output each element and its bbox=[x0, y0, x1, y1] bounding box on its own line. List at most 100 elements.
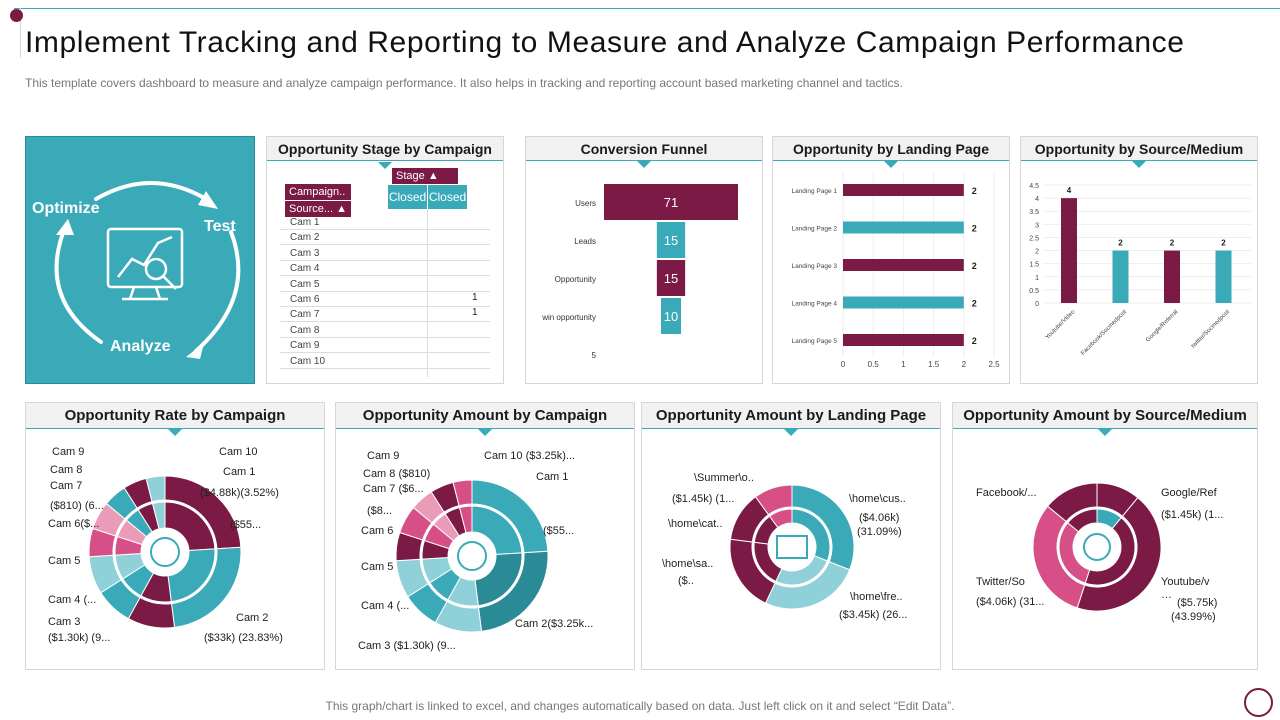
sourcepie-label: (43.99%) bbox=[1171, 611, 1216, 623]
funnel-value: 71 bbox=[664, 195, 678, 210]
rate-label: Cam 9 bbox=[52, 446, 84, 458]
source-tick: 3.5 bbox=[1029, 209, 1039, 216]
source-data-label: 2 bbox=[1170, 239, 1175, 248]
hero-tile: Optimize Test Analyze bbox=[25, 136, 255, 384]
sourcepie-label: … bbox=[1161, 589, 1172, 601]
sourcepie-label: Google/Ref bbox=[1161, 487, 1218, 499]
arrowhead-left bbox=[56, 219, 74, 235]
title-notch bbox=[1098, 429, 1112, 436]
pivot-row-divider bbox=[280, 367, 490, 369]
pivot-row-divider bbox=[280, 321, 490, 323]
rate-label: ($1.30k) (9... bbox=[48, 632, 110, 644]
amount-label: Cam 8 ($810) bbox=[363, 468, 430, 480]
landingpie-label: ($1.45k) (1... bbox=[672, 493, 734, 505]
browser-window-icon bbox=[776, 535, 808, 559]
rate-label: Cam 3 bbox=[48, 616, 80, 628]
hero-analyze-label: Analyze bbox=[110, 338, 171, 355]
amount-label: Cam 1 bbox=[536, 471, 568, 483]
pivot-row-label: Cam 8 bbox=[290, 324, 320, 336]
landing-category: Landing Page 1 bbox=[791, 188, 837, 195]
funnel-value: 15 bbox=[664, 271, 678, 286]
top-rule bbox=[14, 8, 1280, 9]
landing-bar bbox=[843, 184, 964, 196]
landingpie-label: ($.. bbox=[678, 575, 694, 587]
pivot-row-divider bbox=[280, 229, 490, 230]
amount-slice bbox=[458, 505, 473, 534]
source-tick: 1 bbox=[1035, 275, 1039, 282]
panel-opportunity-amount: Opportunity Amount by Campaign Cam 9 Cam … bbox=[335, 402, 635, 670]
panel-conversion-funnel: Conversion Funnel 71 Users 15 Leads 15 Opport… bbox=[525, 136, 763, 384]
pivot-row-divider bbox=[280, 259, 490, 261]
pivot-row-label: Cam 9 bbox=[290, 340, 320, 352]
landing-data-label: 2 bbox=[972, 336, 977, 346]
pivot-cell-value: 1 bbox=[472, 292, 478, 303]
rate-slice bbox=[145, 475, 166, 503]
rate-label: Cam 5 bbox=[48, 555, 80, 567]
panel-title: Opportunity Amount by Landing Page bbox=[642, 403, 940, 429]
panel-amount-source: Opportunity Amount by Source/Medium Face… bbox=[952, 402, 1258, 670]
pivot-col-closed-1[interactable]: Closed bbox=[387, 185, 427, 209]
panel-title: Opportunity Amount by Source/Medium bbox=[953, 403, 1257, 429]
amount-label: Cam 10 ($3.25k)... bbox=[484, 450, 575, 462]
amount-donut-chart: Cam 9 Cam 10 ($3.25k)... Cam 8 ($810) Cam 1… bbox=[358, 450, 593, 652]
pivot-row-label: Cam 7 bbox=[290, 309, 320, 321]
panel-title: Opportunity by Landing Page bbox=[773, 137, 1009, 161]
pivot-source-button[interactable]: Source... ▲ bbox=[285, 201, 351, 217]
rate-label: ($55... bbox=[230, 519, 261, 531]
landing-data-label: 2 bbox=[972, 299, 977, 309]
sourcepie-label: ($5.75k) bbox=[1177, 597, 1217, 609]
source-category: Youtube/Video bbox=[1045, 309, 1077, 341]
rate-label: ($33k) (23.83%) bbox=[204, 632, 283, 644]
panel-title: Opportunity Rate by Campaign bbox=[26, 403, 324, 429]
rate-slice bbox=[151, 501, 166, 530]
left-rule bbox=[20, 8, 21, 58]
panel-title: Opportunity by Source/Medium bbox=[1021, 137, 1257, 161]
landingpie-label: \home\fre.. bbox=[850, 591, 903, 603]
title-notch bbox=[168, 429, 182, 436]
panel-title: Opportunity Amount by Campaign bbox=[336, 403, 634, 429]
title-notch bbox=[637, 161, 651, 168]
pivot-campaign-button[interactable]: Campaign.. ▲ bbox=[285, 184, 351, 214]
arrow-right bbox=[194, 230, 241, 353]
source-data-label: 4 bbox=[1067, 186, 1072, 195]
amount-label: ($55... bbox=[543, 525, 574, 537]
title-notch bbox=[784, 429, 798, 436]
sourcepie-label: Facebook/... bbox=[976, 487, 1037, 499]
landingpie-label: \home\cat.. bbox=[668, 518, 722, 530]
corner-dot bbox=[10, 9, 23, 22]
landing-tick: 1.5 bbox=[928, 360, 940, 369]
landing-tick: 0.5 bbox=[868, 360, 880, 369]
sourcepie-label: Youtube/v bbox=[1161, 576, 1210, 588]
sourcepie-label: Twitter/So bbox=[976, 576, 1025, 588]
sourcepie-label: ($4.06k) (31... bbox=[976, 596, 1044, 608]
rate-label: ($4.88k)(3.52%) bbox=[200, 487, 279, 499]
amount-label: Cam 6 bbox=[361, 525, 393, 537]
pivot-stage-button[interactable]: Stage ▲ bbox=[392, 168, 458, 184]
landing-bar bbox=[843, 259, 964, 271]
corner-circle bbox=[1244, 688, 1273, 717]
rate-label: ($810) (6... bbox=[50, 500, 104, 512]
source-data-label: 2 bbox=[1118, 239, 1123, 248]
money-person-icon bbox=[457, 541, 487, 571]
landing-bar bbox=[843, 221, 964, 234]
page-title: Implement Tracking and Reporting to Meas… bbox=[25, 26, 1185, 59]
source-bar bbox=[1215, 250, 1232, 303]
funnel-chart: 71 Users 15 Leads 15 Opportunity 10 win opportu… bbox=[541, 184, 738, 360]
funnel-value: 10 bbox=[664, 309, 678, 324]
funnel-category: win opportunity bbox=[541, 313, 596, 322]
page-subtitle: This template covers dashboard to measur… bbox=[25, 76, 903, 90]
source-category: Facebook/Socmedpost bbox=[1080, 309, 1128, 357]
hero-test-label: Test bbox=[204, 218, 236, 235]
landingpie-label: \home\cus.. bbox=[849, 493, 906, 505]
landingpie-slice bbox=[754, 484, 793, 516]
rate-label: Cam 1 bbox=[223, 466, 255, 478]
source-bar bbox=[1112, 250, 1129, 303]
landing-tick: 2 bbox=[962, 360, 967, 369]
people-network-icon bbox=[150, 537, 180, 567]
pivot-row-label: Cam 1 bbox=[290, 217, 320, 228]
landingpie-label: \home\sa.. bbox=[662, 558, 713, 570]
amount-label: Cam 3 ($1.30k) (9... bbox=[358, 640, 456, 652]
source-tick: 2.5 bbox=[1029, 235, 1039, 242]
pivot-col-closed-2[interactable]: Closed bbox=[427, 185, 467, 209]
